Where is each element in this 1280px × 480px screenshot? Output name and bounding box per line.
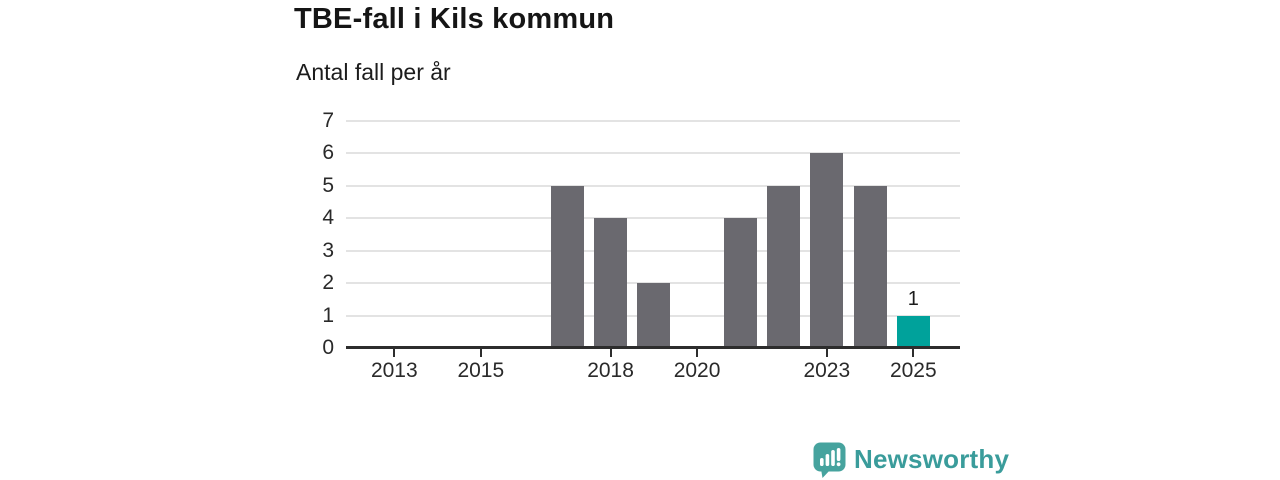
x-axis-tick [696,349,699,357]
x-axis-tick [393,349,396,357]
x-tick-label: 2013 [370,359,418,382]
x-axis-tick [912,349,915,357]
x-tick-label: 2018 [587,359,634,382]
y-tick-label: 5 [322,173,334,197]
x-axis-line [346,346,960,349]
bar [810,153,844,346]
chart-subtitle: Antal fall per år [296,59,451,85]
y-tick-label: 0 [322,336,334,359]
gridline [346,152,960,155]
x-tick-label: 2023 [803,359,851,382]
x-tick-label: 2015 [457,359,505,382]
y-tick-label: 7 [322,109,334,132]
gridline [346,282,960,285]
bar [723,218,757,346]
y-tick-label: 4 [322,206,334,230]
x-axis-tick [825,349,828,357]
newsworthy-speech-bubble-bar-chart-icon [813,442,846,478]
newsworthy-wordmark: Newsworthy [854,444,1010,474]
y-tick-label: 2 [322,271,334,295]
bar [637,283,671,346]
bar [550,185,584,346]
y-tick-label: 3 [322,238,334,262]
bar [896,315,930,346]
y-tick-label: 1 [322,303,334,327]
gridline [346,217,960,220]
chart-title: TBE-fall i Kils kommun [294,3,615,35]
x-axis-tick [609,349,612,357]
bar-value-label: 1 [907,287,919,310]
x-axis-tick [479,349,482,357]
x-tick-label: 2020 [673,359,721,382]
x-tick-label: 2025 [889,359,937,382]
plot-area: 0 1 2 3 4 5 6 7 2013 2015 2018 2020 2023 2025 1 [322,109,960,382]
y-tick-label: 6 [322,141,334,165]
gridline [346,120,960,122]
bar [767,185,801,346]
gridline [346,184,960,187]
bar [853,185,887,346]
bar [594,218,628,346]
newsworthy-logo: Newsworthy [812,441,1009,478]
gridline [346,249,960,252]
